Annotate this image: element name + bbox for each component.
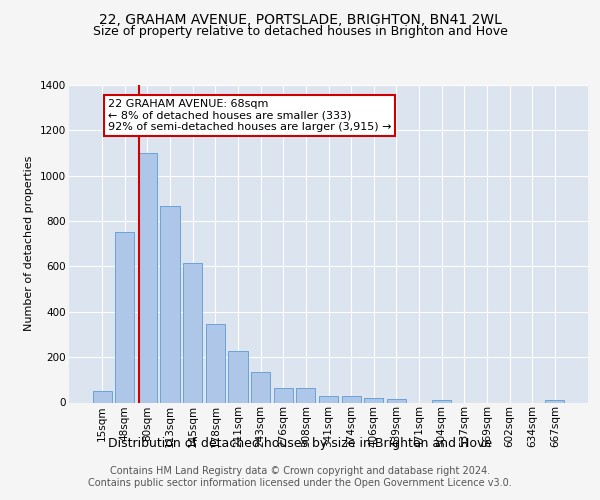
Bar	[341, 396, 361, 402]
Bar	[545, 400, 565, 402]
Bar	[319, 396, 338, 402]
Bar	[183, 263, 202, 402]
Y-axis label: Number of detached properties: Number of detached properties	[25, 156, 34, 332]
Bar	[92, 391, 112, 402]
Text: Size of property relative to detached houses in Brighton and Hove: Size of property relative to detached ho…	[92, 25, 508, 38]
Bar	[229, 352, 248, 403]
Text: Contains public sector information licensed under the Open Government Licence v3: Contains public sector information licen…	[88, 478, 512, 488]
Text: 22, GRAHAM AVENUE, PORTSLADE, BRIGHTON, BN41 2WL: 22, GRAHAM AVENUE, PORTSLADE, BRIGHTON, …	[98, 12, 502, 26]
Bar	[115, 232, 134, 402]
Bar	[432, 400, 451, 402]
Text: Distribution of detached houses by size in Brighton and Hove: Distribution of detached houses by size …	[108, 438, 492, 450]
Bar	[160, 206, 180, 402]
Bar	[206, 324, 225, 402]
Bar	[251, 372, 270, 402]
Bar	[364, 398, 383, 402]
Bar	[274, 388, 293, 402]
Bar	[138, 153, 157, 402]
Text: Contains HM Land Registry data © Crown copyright and database right 2024.: Contains HM Land Registry data © Crown c…	[110, 466, 490, 476]
Text: 22 GRAHAM AVENUE: 68sqm
← 8% of detached houses are smaller (333)
92% of semi-de: 22 GRAHAM AVENUE: 68sqm ← 8% of detached…	[108, 100, 391, 132]
Bar	[387, 399, 406, 402]
Bar	[296, 388, 316, 402]
